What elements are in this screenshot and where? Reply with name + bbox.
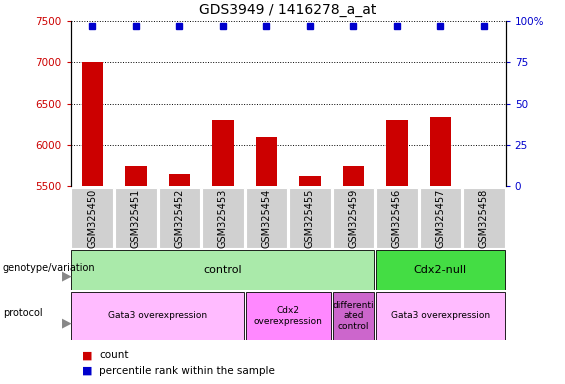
- Bar: [72, 188, 113, 248]
- Bar: [463, 188, 505, 248]
- Bar: [333, 292, 374, 340]
- Bar: [212, 120, 234, 186]
- Bar: [376, 188, 418, 248]
- Text: GSM325457: GSM325457: [436, 188, 445, 248]
- Bar: [72, 292, 244, 340]
- Text: genotype/variation: genotype/variation: [3, 263, 95, 273]
- Text: GSM325450: GSM325450: [88, 188, 97, 248]
- Text: Cdx2
overexpression: Cdx2 overexpression: [254, 306, 323, 326]
- Text: protocol: protocol: [3, 308, 42, 318]
- Text: GSM325458: GSM325458: [479, 188, 489, 248]
- Text: GSM325456: GSM325456: [392, 188, 402, 248]
- Text: Gata3 overexpression: Gata3 overexpression: [108, 311, 207, 320]
- Text: count: count: [99, 350, 128, 360]
- Bar: [376, 292, 505, 340]
- Bar: [159, 188, 200, 248]
- Text: ■: ■: [82, 350, 93, 360]
- Title: GDS3949 / 1416278_a_at: GDS3949 / 1416278_a_at: [199, 3, 377, 17]
- Text: GSM325453: GSM325453: [218, 188, 228, 248]
- Bar: [333, 188, 374, 248]
- Bar: [72, 250, 374, 290]
- Text: ▶: ▶: [62, 316, 72, 329]
- Text: percentile rank within the sample: percentile rank within the sample: [99, 366, 275, 376]
- Bar: [125, 166, 147, 186]
- Text: GSM325455: GSM325455: [305, 188, 315, 248]
- Bar: [342, 166, 364, 186]
- Bar: [420, 188, 461, 248]
- Bar: [429, 117, 451, 186]
- Text: control: control: [203, 265, 242, 275]
- Bar: [81, 62, 103, 186]
- Bar: [246, 188, 287, 248]
- Bar: [289, 188, 331, 248]
- Bar: [246, 292, 331, 340]
- Bar: [202, 188, 244, 248]
- Text: GSM325451: GSM325451: [131, 188, 141, 248]
- Bar: [386, 120, 408, 186]
- Text: ▶: ▶: [62, 269, 72, 282]
- Text: Gata3 overexpression: Gata3 overexpression: [391, 311, 490, 320]
- Bar: [168, 174, 190, 186]
- Text: GSM325452: GSM325452: [175, 188, 184, 248]
- Text: GSM325459: GSM325459: [349, 188, 358, 248]
- Text: differenti
ated
control: differenti ated control: [333, 301, 374, 331]
- Bar: [299, 175, 321, 186]
- Text: Cdx2-null: Cdx2-null: [414, 265, 467, 275]
- Bar: [255, 137, 277, 186]
- Text: GSM325454: GSM325454: [262, 188, 271, 248]
- Text: ■: ■: [82, 366, 93, 376]
- Bar: [376, 250, 505, 290]
- Bar: [115, 188, 157, 248]
